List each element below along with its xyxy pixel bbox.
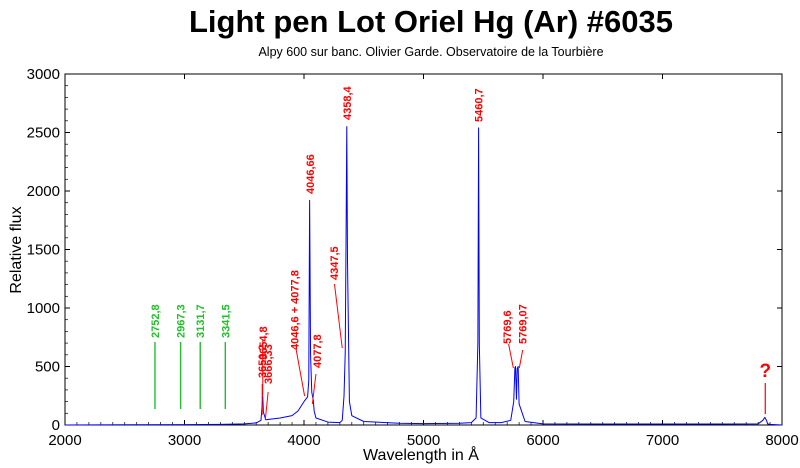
red-annotation-leader	[518, 349, 524, 369]
red-line-annotation: 4046,66	[305, 154, 317, 194]
x-tick-label: 7000	[646, 432, 679, 449]
plot-frame	[64, 73, 783, 426]
x-tick-label: 4000	[287, 432, 320, 449]
red-line-annotation: 5769,6	[502, 310, 514, 344]
y-tick-label: 0	[52, 417, 60, 434]
y-tick-label: 1500	[27, 242, 60, 259]
red-annotation-leader	[508, 343, 514, 369]
chart-title: Light pen Lot Oriel Hg (Ar) #6035	[189, 4, 673, 39]
y-tick-label: 1000	[27, 300, 60, 317]
x-axis-label: Wavelength in Å	[363, 445, 479, 464]
green-line-annotation: 2752,8	[150, 304, 162, 338]
red-annotation-leader	[333, 283, 343, 349]
red-line-annotation: 4347,5	[329, 246, 341, 280]
question-mark-annotation: ?	[759, 361, 771, 382]
x-tick-label: 5000	[407, 432, 440, 449]
y-tick-label: 2000	[27, 183, 60, 200]
red-annotation-leader	[264, 391, 269, 421]
x-tick-label: 2000	[48, 432, 81, 449]
red-annotation-leader	[295, 349, 306, 397]
y-axis: 0 500 1000 1500 2000 2500 3000	[27, 66, 782, 434]
red-line-annotation: 5769,07	[518, 304, 530, 344]
red-line-annotation: 4358,4	[342, 85, 354, 120]
red-line-annotation: 3654,8	[258, 326, 270, 360]
red-line-annotation: 4046,6 + 4077,8	[289, 270, 301, 350]
green-line-annotation: 3131,7	[195, 304, 207, 338]
x-tick-label: 8000	[765, 432, 798, 449]
series-layer	[64, 126, 783, 426]
green-line-annotation: 2967,3	[176, 304, 188, 338]
chart-subtitle: Alpy 600 sur banc. Olivier Garde. Observ…	[258, 45, 603, 59]
red-line-annotation: 5460,7	[474, 88, 486, 122]
x-tick-label: 6000	[526, 432, 559, 449]
red-annotation-leader	[311, 373, 317, 405]
y-tick-label: 3000	[27, 66, 60, 83]
series-line-0	[64, 126, 783, 426]
x-axis: 2000 3000 4000 5000 6000 7000 8000	[48, 74, 799, 449]
green-line-annotation: 3341,5	[220, 304, 232, 338]
red-line-annotation: 3666,33	[263, 344, 275, 384]
y-tick-label: 2500	[27, 125, 60, 142]
red-line-annotation: 4077,8	[312, 334, 324, 368]
y-axis-label: Relative flux	[8, 206, 25, 293]
y-tick-label: 500	[35, 359, 60, 376]
x-tick-label: 3000	[168, 432, 201, 449]
